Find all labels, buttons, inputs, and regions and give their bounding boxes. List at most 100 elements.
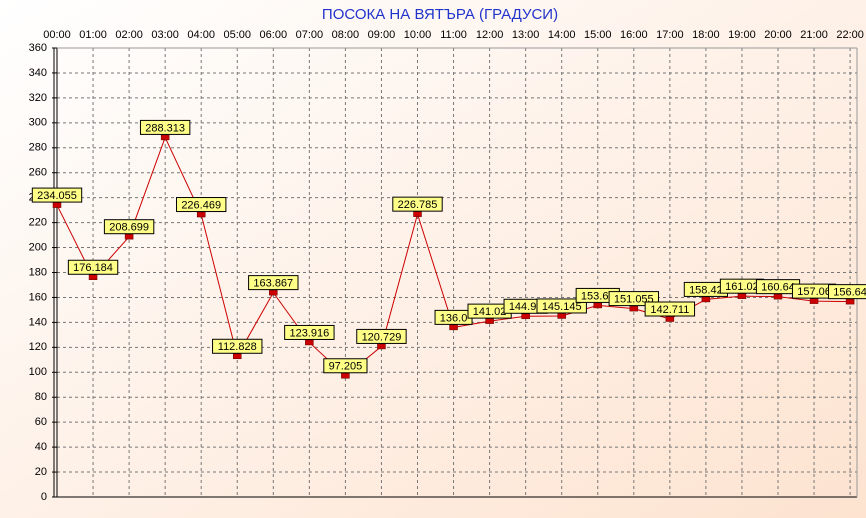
x-tick-label: 03:00 (151, 29, 179, 41)
x-tick-label: 13:00 (512, 29, 540, 41)
point (485, 318, 494, 324)
point (845, 298, 855, 305)
x-tick-label: 05:00 (223, 29, 251, 41)
x-tick-label: 18:00 (692, 29, 720, 41)
data-label: 234.055 (37, 190, 77, 202)
data-label-box (323, 358, 368, 374)
data-label: 156.64 (833, 287, 866, 299)
data-label-box (67, 259, 119, 275)
data-label: 123.916 (289, 327, 329, 339)
data-label: 163.867 (253, 278, 293, 290)
y-tick-label: 200 (29, 241, 47, 253)
x-tick-label: 09:00 (368, 29, 396, 41)
point (413, 211, 422, 217)
point (160, 134, 170, 141)
x-tick-label: 06:00 (260, 29, 288, 41)
point (52, 202, 62, 208)
data-label: 160.64 (761, 282, 795, 294)
x-tick-label: 07:00 (296, 29, 324, 41)
point (701, 296, 711, 303)
x-tick-label: 10:00 (404, 29, 432, 41)
data-label: 142.711 (650, 304, 689, 316)
data-label: 144.90 (509, 301, 543, 313)
data-label: 120.729 (362, 331, 402, 343)
chart-title: ПОСОКА НА ВЯТЪРА (ГРАДУСИ) (322, 6, 558, 23)
y-tick-label: 140 (29, 316, 47, 328)
data-label: 151.055 (614, 294, 654, 306)
data-label: 158.42 (689, 284, 723, 296)
data-label: 226.469 (181, 199, 221, 211)
data-label-box (31, 187, 83, 203)
point (88, 274, 98, 281)
data-label-box (284, 324, 335, 340)
point (449, 324, 458, 331)
y-tick-label: 340 (29, 67, 47, 79)
point (269, 289, 278, 296)
y-tick-label: 280 (29, 142, 47, 154)
y-tick-label: 160 (29, 291, 47, 303)
y-tick-label: 320 (29, 92, 47, 104)
data-label-box (356, 328, 407, 344)
x-tick-label: 22:00 (836, 29, 864, 41)
data-label: 136.0 (440, 312, 468, 324)
x-tick-label: 08:00 (332, 29, 360, 41)
x-tick-label: 19:00 (728, 29, 756, 41)
point (773, 293, 783, 300)
y-tick-label: 20 (35, 466, 47, 478)
y-tick-label: 60 (35, 416, 47, 428)
y-tick-label: 360 (29, 42, 47, 54)
x-tick-label: 16:00 (620, 29, 648, 41)
data-label: 153.60 (581, 290, 615, 302)
y-tick-label: 120 (29, 341, 47, 353)
x-tick-label: 00:00 (43, 29, 71, 41)
x-tick-label: 20:00 (764, 29, 792, 41)
data-label-box (103, 219, 155, 235)
x-tick-label: 15:00 (584, 29, 612, 41)
y-tick-label: 100 (29, 366, 47, 378)
x-tick-label: 11:00 (440, 29, 467, 41)
x-tick-label: 01:00 (79, 29, 107, 41)
data-label: 208.699 (109, 222, 149, 234)
x-tick-label: 14:00 (548, 29, 576, 41)
x-tick-label: 04:00 (187, 29, 215, 41)
y-tick-label: 220 (29, 217, 47, 229)
point (377, 343, 386, 350)
y-tick-label: 180 (29, 266, 47, 278)
data-label-box (644, 301, 696, 317)
data-label: 226.785 (398, 199, 438, 211)
data-label-box (392, 196, 443, 212)
point (305, 339, 314, 346)
y-tick-label: 260 (29, 167, 47, 179)
point (341, 373, 350, 379)
data-label: 112.828 (218, 341, 257, 353)
point (593, 302, 602, 309)
y-tick-label: 300 (29, 117, 47, 129)
point (737, 293, 747, 299)
data-label-box (139, 119, 191, 135)
x-tick-label: 21:00 (800, 29, 828, 41)
y-tick-label: 80 (35, 391, 47, 403)
data-label: 176.184 (73, 262, 113, 274)
x-tick-label: 02:00 (115, 29, 143, 41)
point (196, 211, 206, 218)
point (521, 313, 530, 320)
point (233, 353, 242, 360)
data-label-box (212, 338, 263, 354)
point (665, 316, 675, 322)
data-label: 97.205 (329, 361, 363, 373)
point (124, 233, 134, 240)
point (809, 298, 819, 304)
data-label-box (176, 197, 227, 213)
point (629, 305, 639, 312)
point (557, 313, 566, 319)
y-tick-label: 40 (35, 441, 47, 453)
data-label-box (536, 298, 587, 314)
data-label: 157.06 (797, 286, 831, 298)
x-tick-label: 17:00 (656, 29, 684, 41)
data-label-box (248, 275, 299, 291)
data-label-box (828, 284, 866, 300)
data-label: 145.145 (542, 301, 582, 313)
data-label: 141.02 (473, 306, 507, 318)
